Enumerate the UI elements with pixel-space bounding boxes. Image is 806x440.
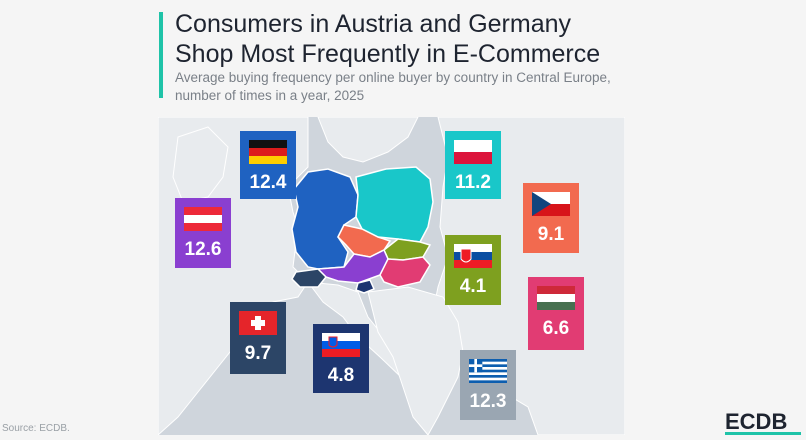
country-card-slovenia[interactable]: 4.8 bbox=[313, 324, 369, 393]
switzerland-region[interactable] bbox=[291, 268, 328, 288]
land-balkans bbox=[367, 286, 464, 435]
austria-flag-icon bbox=[184, 207, 222, 231]
country-card-hungary[interactable]: 6.6 bbox=[528, 277, 584, 350]
switzerland-flag-icon bbox=[239, 311, 277, 335]
map-canvas bbox=[158, 117, 625, 435]
germany-value: 12.4 bbox=[249, 172, 287, 193]
country-card-poland[interactable]: 11.2 bbox=[445, 131, 501, 199]
europe-map bbox=[158, 117, 625, 435]
hungary-value: 6.6 bbox=[542, 318, 570, 339]
poland-region[interactable] bbox=[355, 166, 434, 243]
country-card-germany[interactable]: 12.4 bbox=[240, 131, 296, 199]
ecdb-logo: ECDB bbox=[725, 409, 801, 435]
slovenia-value: 4.8 bbox=[327, 365, 355, 386]
slovakia-flag-icon bbox=[454, 244, 492, 268]
slovenia-region[interactable] bbox=[355, 279, 376, 294]
chart-subtitle: Average buying frequency per online buye… bbox=[175, 69, 611, 105]
logo-text: ECDB bbox=[725, 409, 787, 434]
country-card-czechia[interactable]: 9.1 bbox=[523, 183, 579, 253]
title-line-2: Shop Most Frequently in E-Commerce bbox=[175, 40, 601, 68]
austria-value: 12.6 bbox=[184, 239, 222, 260]
country-card-switzerland[interactable]: 9.7 bbox=[230, 302, 286, 374]
subtitle-line-2: number of times in a year, 2025 bbox=[175, 88, 365, 103]
subtitle-line-1: Average buying frequency per online buye… bbox=[175, 70, 611, 85]
poland-flag-icon bbox=[454, 140, 492, 164]
hungary-region[interactable] bbox=[379, 256, 431, 288]
country-card-slovakia[interactable]: 4.1 bbox=[445, 235, 501, 305]
country-card-austria[interactable]: 12.6 bbox=[175, 198, 231, 268]
land-britain bbox=[172, 126, 229, 203]
germany-flag-icon bbox=[249, 140, 287, 164]
chart-title: Consumers in Austria and Germany Shop Mo… bbox=[175, 9, 600, 69]
czechia-value: 9.1 bbox=[537, 224, 565, 245]
hungary-flag-icon bbox=[537, 286, 575, 310]
country-card-greece[interactable]: 12.3 bbox=[460, 350, 516, 420]
title-line-1: Consumers in Austria and Germany bbox=[175, 10, 572, 38]
slovakia-value: 4.1 bbox=[459, 276, 487, 297]
switzerland-value: 9.7 bbox=[244, 343, 272, 364]
greece-flag-icon bbox=[469, 359, 507, 383]
land-scandinavia bbox=[317, 117, 419, 163]
source-note: Source: ECDB. bbox=[2, 423, 70, 434]
czechia-flag-icon bbox=[532, 192, 570, 216]
greece-value: 12.3 bbox=[469, 391, 507, 412]
germany-region[interactable] bbox=[291, 168, 359, 270]
poland-value: 11.2 bbox=[455, 172, 491, 193]
slovenia-flag-icon bbox=[322, 333, 360, 357]
title-accent-bar bbox=[159, 12, 163, 98]
